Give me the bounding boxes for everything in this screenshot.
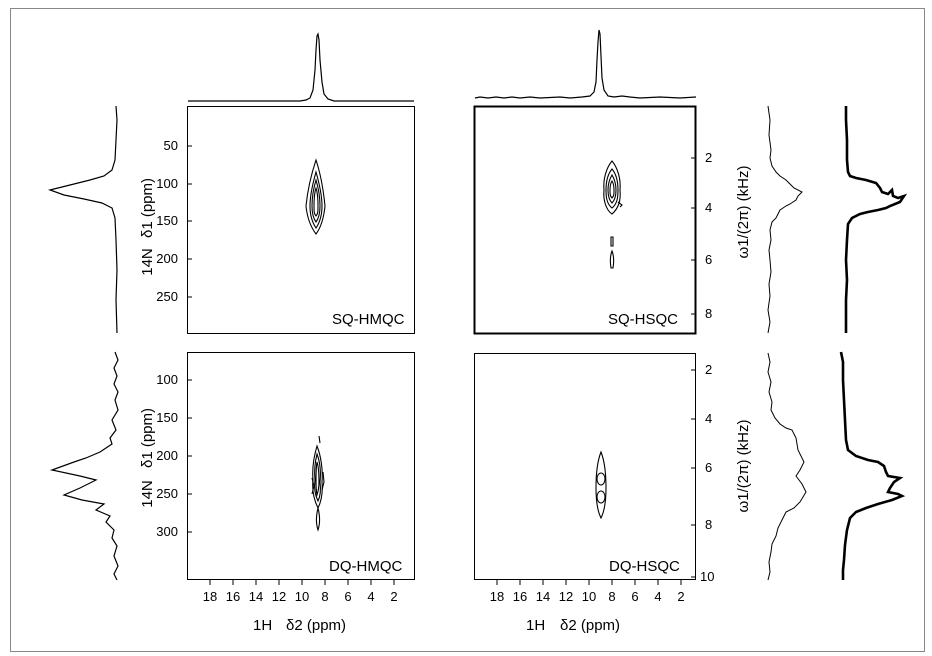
panel-frame-dq-hsqc — [474, 353, 696, 580]
dq-hsqc-y-tick: 10 — [700, 569, 714, 584]
contours-sq-hsqc — [603, 160, 623, 269]
panel-frame-sq-hmqc — [187, 106, 415, 334]
dq-hsqc-y-tick: 2 — [705, 362, 712, 377]
sq-hmqc-y-tick: 250 — [156, 289, 178, 304]
nucleus-label-14N-top: 14N — [139, 248, 156, 276]
panel-label-sq-hmqc: SQ-HMQC — [332, 311, 405, 328]
sq-hsqc-y-tick: 6 — [705, 252, 712, 267]
sq-hmqc-y-tick: 150 — [156, 213, 178, 228]
y-axis-label-left-bottom-text: δ1 (ppm) — [139, 408, 156, 468]
sq-hsqc-y-tick: 4 — [705, 200, 712, 215]
panel-label-dq-hsqc: DQ-HSQC — [609, 558, 680, 575]
dq-hmqc-x-tick: 8 — [321, 589, 328, 604]
x-axis-label-right: δ2 (ppm) — [560, 617, 620, 634]
dq-hmqc-y-tick: 200 — [156, 448, 178, 463]
sq-hsqc-y-tick: 2 — [705, 150, 712, 165]
sq-hmqc-y-tick: 200 — [156, 251, 178, 266]
dq-hmqc-x-tick: 18 — [203, 589, 217, 604]
sq-hmqc-y-tick: 100 — [156, 176, 178, 191]
y-axis-label-left-top: δ1 (ppm) — [139, 178, 156, 238]
panel-frame-dq-hmqc — [187, 352, 415, 580]
dq-hmqc-x-tick: 12 — [272, 589, 286, 604]
top-projection-left — [188, 32, 414, 102]
y-axis-label-right-bottom-text: ω1/(2π) (kHz) — [735, 420, 752, 513]
dq-hmqc-x-tick: 10 — [295, 589, 309, 604]
contours-dq-hmqc — [311, 435, 325, 532]
dq-hmqc-x-tick: 2 — [390, 589, 397, 604]
right-projection-top-thick — [844, 106, 908, 333]
dq-hsqc-x-ticks — [496, 580, 682, 585]
dq-hmqc-y-tick: 250 — [156, 486, 178, 501]
dq-hmqc-x-tick: 16 — [226, 589, 240, 604]
dq-hsqc-x-tick: 8 — [608, 589, 615, 604]
dq-hsqc-x-tick: 2 — [677, 589, 684, 604]
dq-hmqc-x-ticks — [209, 580, 395, 585]
nucleus-label-1H-left: 1H — [253, 617, 272, 634]
dq-hmqc-x-tick: 6 — [344, 589, 351, 604]
dq-hsqc-x-tick: 6 — [631, 589, 638, 604]
dq-hsqc-x-tick: 14 — [536, 589, 550, 604]
y-axis-label-right-bottom: ω1/(2π) (kHz) — [735, 420, 752, 513]
dq-hmqc-y-tick: 300 — [156, 524, 178, 539]
dq-hsqc-x-tick: 4 — [654, 589, 661, 604]
nucleus-label-1H-right: 1H — [526, 617, 545, 634]
dq-hmqc-x-tick: 4 — [367, 589, 374, 604]
x-axis-label-left: δ2 (ppm) — [286, 617, 346, 634]
dq-hsqc-y-tick: 8 — [705, 517, 712, 532]
nucleus-14N-bottom-text: 14N — [139, 480, 156, 508]
nucleus-label-14N-bottom: 14N — [139, 480, 156, 508]
sq-hmqc-y-tick: 50 — [164, 138, 178, 153]
dq-hsqc-x-tick: 12 — [559, 589, 573, 604]
sq-hmqc-y-ticks — [187, 145, 192, 298]
contours-sq-hmqc — [305, 158, 326, 235]
sq-hsqc-y-ticks — [691, 157, 696, 315]
dq-hsqc-y-ticks — [691, 369, 696, 578]
dq-hsqc-y-tick: 6 — [705, 460, 712, 475]
dq-hmqc-y-tick: 100 — [156, 372, 178, 387]
dq-hmqc-y-tick: 150 — [156, 410, 178, 425]
dq-hsqc-y-tick: 4 — [705, 411, 712, 426]
top-projection-right — [474, 29, 697, 99]
left-projection-top — [47, 105, 118, 334]
dq-hmqc-x-tick: 14 — [249, 589, 263, 604]
nucleus-14N-top-text: 14N — [139, 248, 156, 276]
right-projection-bottom-thin — [767, 352, 807, 581]
dq-hsqc-x-tick: 16 — [513, 589, 527, 604]
y-axis-label-right-top-text: ω1/(2π) (kHz) — [735, 166, 752, 259]
contours-dq-hsqc — [595, 450, 607, 520]
y-axis-label-left-top-text: δ1 (ppm) — [139, 178, 156, 238]
y-axis-label-left-bottom: δ1 (ppm) — [139, 408, 156, 468]
dq-hsqc-x-tick: 10 — [582, 589, 596, 604]
dq-hsqc-x-tick: 18 — [490, 589, 504, 604]
panel-frame-sq-hsqc — [473, 105, 697, 335]
dq-hmqc-y-ticks — [187, 379, 192, 533]
y-axis-label-right-top: ω1/(2π) (kHz) — [735, 166, 752, 259]
panel-label-sq-hsqc: SQ-HSQC — [608, 311, 678, 328]
left-projection-bottom — [49, 351, 119, 581]
sq-hsqc-y-tick: 8 — [705, 306, 712, 321]
right-projection-top-thin — [767, 105, 803, 334]
right-projection-bottom-thick — [839, 351, 906, 580]
figure-border — [10, 8, 925, 652]
panel-label-dq-hmqc: DQ-HMQC — [329, 558, 402, 575]
